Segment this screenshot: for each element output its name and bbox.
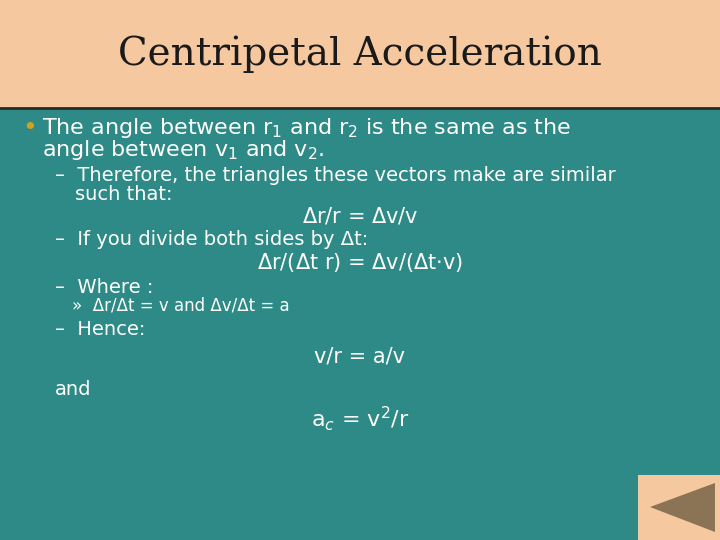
Text: •: •	[22, 116, 37, 140]
Text: v/r = a/v: v/r = a/v	[315, 346, 405, 366]
Text: $\Delta$r/($\Delta$t r) = $\Delta$v/($\Delta$t$\cdot$v): $\Delta$r/($\Delta$t r) = $\Delta$v/($\D…	[257, 251, 463, 274]
Text: a$_c$ = v$^2$/r: a$_c$ = v$^2$/r	[311, 404, 409, 433]
Text: –  Hence:: – Hence:	[55, 320, 145, 339]
Text: »  Δr/Δt = v and Δv/Δt = a: » Δr/Δt = v and Δv/Δt = a	[72, 297, 289, 315]
Text: $\Delta$r/r = $\Delta$v/v: $\Delta$r/r = $\Delta$v/v	[302, 206, 418, 227]
Bar	[638, 475, 720, 540]
Text: and: and	[55, 380, 91, 399]
Text: –  Therefore, the triangles these vectors make are similar: – Therefore, the triangles these vectors…	[55, 166, 616, 185]
Polygon shape	[650, 483, 715, 532]
Text: angle between v$_1$ and v$_2$.: angle between v$_1$ and v$_2$.	[42, 138, 325, 162]
Text: The angle between r$_1$ and r$_2$ is the same as the: The angle between r$_1$ and r$_2$ is the…	[42, 116, 571, 140]
Text: –  If you divide both sides by Δt:: – If you divide both sides by Δt:	[55, 230, 368, 249]
Text: Centripetal Acceleration: Centripetal Acceleration	[118, 35, 602, 73]
Bar	[0, 0, 720, 108]
Text: –  Where :: – Where :	[55, 278, 153, 297]
Text: such that:: such that:	[75, 185, 173, 204]
